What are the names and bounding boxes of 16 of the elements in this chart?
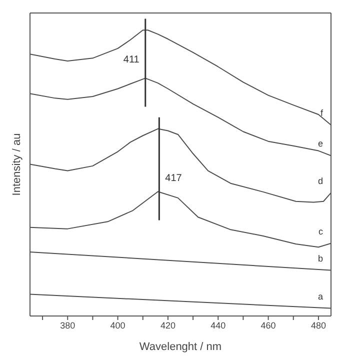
x-axis-title: Wavelenght / nm bbox=[139, 341, 222, 353]
x-tick-label: 380 bbox=[60, 320, 76, 330]
y-axis-title: Intensity / au bbox=[10, 133, 23, 196]
series-label: e bbox=[318, 138, 323, 149]
x-tick-label: 420 bbox=[160, 320, 176, 330]
ref-line-label: 417 bbox=[165, 172, 182, 184]
series-label: c bbox=[318, 226, 324, 236]
x-tick-label: 440 bbox=[210, 320, 226, 330]
x-tick-label: 400 bbox=[110, 320, 126, 330]
ref-line-label: 411 bbox=[123, 54, 140, 66]
x-tick-label: 480 bbox=[310, 320, 326, 330]
series-label: d bbox=[318, 176, 323, 186]
x-tick-label: 460 bbox=[260, 320, 276, 330]
series-label: b bbox=[318, 253, 323, 264]
series-label: f bbox=[320, 108, 324, 118]
series-label: a bbox=[318, 291, 323, 302]
